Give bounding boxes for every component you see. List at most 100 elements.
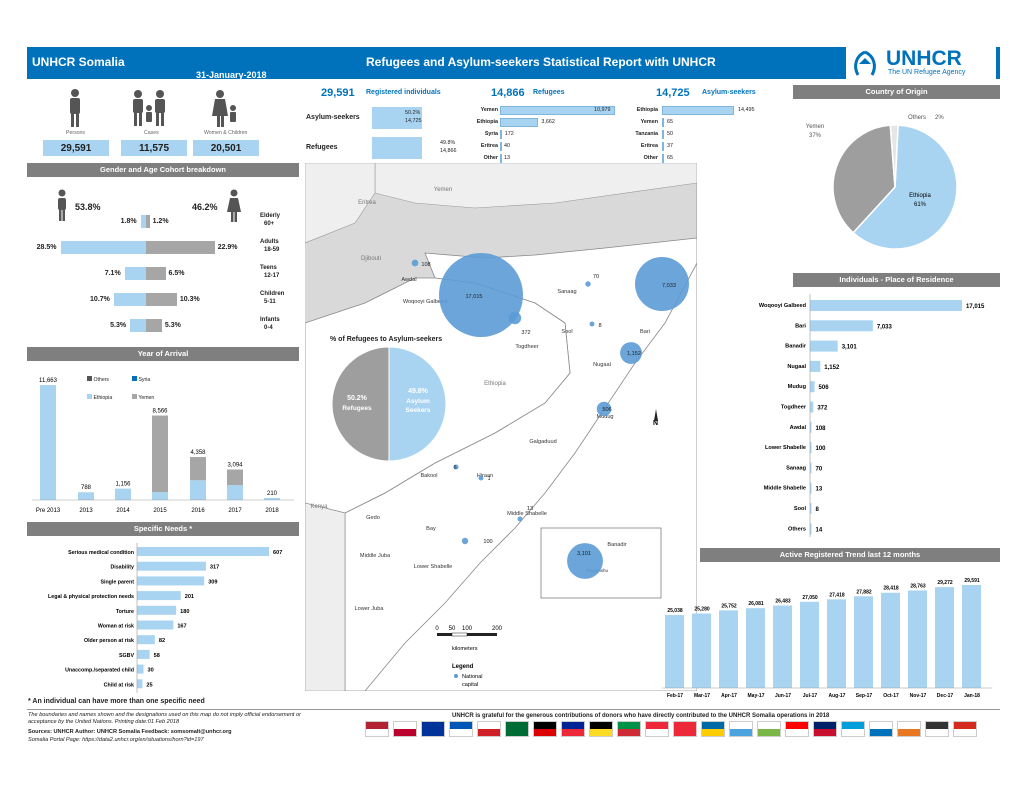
donor-flag-icon [617,721,641,737]
map-bubble [453,464,459,470]
residence-bar [810,523,812,535]
trend-title: Active Registered Trend last 12 months [700,548,1000,562]
refugee-origin-value: 40 [504,143,510,149]
residence-bar [810,340,838,352]
arrival-bar-ethiopia [78,492,94,500]
age-range-label: 18-59 [264,247,280,253]
residence-value: 70 [816,466,823,472]
need-label: Unaccomp./separated child [65,668,134,674]
arrival-year: 2015 [153,508,167,514]
trend-bar [935,587,954,688]
arrival-value: 210 [267,491,278,497]
donor-flag-icon [701,721,725,737]
arrival-value: 11,663 [39,378,58,384]
map-region-label: Hiraan [477,473,493,479]
registered-label: Registered individuals [366,89,441,96]
residence-bar [810,462,812,474]
residence-value: 7,033 [877,324,893,330]
male-icon [58,189,66,221]
org-name: UNHCR Somalia [32,55,125,69]
female-value: 10.3% [179,296,200,303]
trend-value: 26,081 [748,601,764,607]
asylum-origin-country: Yemen [640,119,658,125]
pie-slice-asylum [388,346,447,462]
residence-title: Individuals - Place of Residence [793,273,1000,287]
legend-syria: Syria [132,376,150,383]
donor-flag-icon [953,721,977,737]
north-arrow-shape [654,409,658,421]
need-value: 25 [146,682,152,688]
need-bar [137,649,150,659]
age-group-label: Adults [260,239,279,245]
map-region-label: Sanaag [557,289,576,295]
male-value: 1.8% [120,218,137,225]
map-bubble-value: 7,033 [662,283,676,289]
need-value: 180 [180,609,189,615]
residence-bar [810,401,814,413]
refugee-origin-bar [500,130,502,139]
pie-slice-refugees [331,346,390,462]
need-label: Older person at risk [84,638,134,644]
footer-divider [27,709,1000,710]
map-bubble [517,516,523,522]
arrival-bar-ethiopia [264,497,280,500]
need-value: 167 [177,624,186,630]
refugee-origin-value: 3,662 [541,119,555,125]
need-bar [137,635,155,645]
refugees-total: 14,866 [491,87,525,99]
residence-value: 100 [816,446,827,452]
trend-bar [692,613,711,688]
asylum-origin-value: 65 [667,155,673,161]
trend-bar [773,605,792,688]
trend-bar [800,601,819,688]
residence-bar [810,421,812,433]
need-label: Legal & physical protection needs [48,594,134,600]
map-bubble [478,475,484,481]
refugee-origin-value: 13 [504,155,510,161]
map-bubble-value: 13 [527,506,533,512]
registered-bar-pct: 49.8% [440,140,456,146]
map-land-eritrea [305,163,376,244]
residence-bar [810,300,962,311]
refugee-origin-country: Yemen [480,107,498,113]
donor-flag-icon [897,721,921,737]
trend-month: Jul-17 [803,693,818,699]
map-bubble-value: 100 [483,539,492,545]
map-bubble-value: 3,101 [577,551,591,557]
residence-bar [810,503,812,514]
year-arrival-chart: 11,663 Pre 2013 788 2013 1,156 2014 8,566 2015 4… [32,378,294,514]
age-range-label: 0-4 [264,325,273,331]
need-bar [137,679,143,689]
map-region-label: Middle Juba [360,553,391,559]
scale-bar-seg [451,632,468,637]
arrival-value: 8,566 [152,409,168,415]
male-value: 10.7% [90,296,110,303]
portal-link[interactable]: Somalia Portal Page: https://data2.unhcr… [28,737,204,743]
trend-bar [719,610,738,688]
map-bubble-value: 108 [421,262,430,268]
asylum-origin-value: 14,495 [738,107,755,113]
asylum-origin-bar [662,118,664,127]
map-region-label: Togdheer [515,344,538,350]
residence-value: 1,152 [824,365,840,371]
male-bar [124,267,146,280]
map-region-label: Gedo [366,515,380,521]
gender-icons [58,189,241,222]
map-bubble [589,321,595,327]
need-bar [137,620,174,630]
map-bubble [461,537,469,545]
specific-needs-chart: Serious medical condition 607 Disability 31… [48,543,282,693]
need-label: Single parent [100,579,134,585]
arrival-bar-ethiopia [115,488,131,500]
origin-slice-ethiopia [852,124,958,250]
legend-ethiopia: Ethiopia [87,394,112,401]
origin-pct-others: 2% [935,115,944,121]
residence-chart: Woqooyi Galbeed 17,015 Bari 7,033 Banadir 3,1… [759,294,985,537]
trend-bar [962,585,981,688]
asylum-origin-country: Eritrea [640,143,658,149]
map-region-label: Bari [640,329,650,335]
arrival-year: 2018 [265,508,279,514]
scale-unit: kilometers [452,646,478,652]
residence-label: Togdheer [781,405,807,411]
map-bubble [411,259,419,267]
